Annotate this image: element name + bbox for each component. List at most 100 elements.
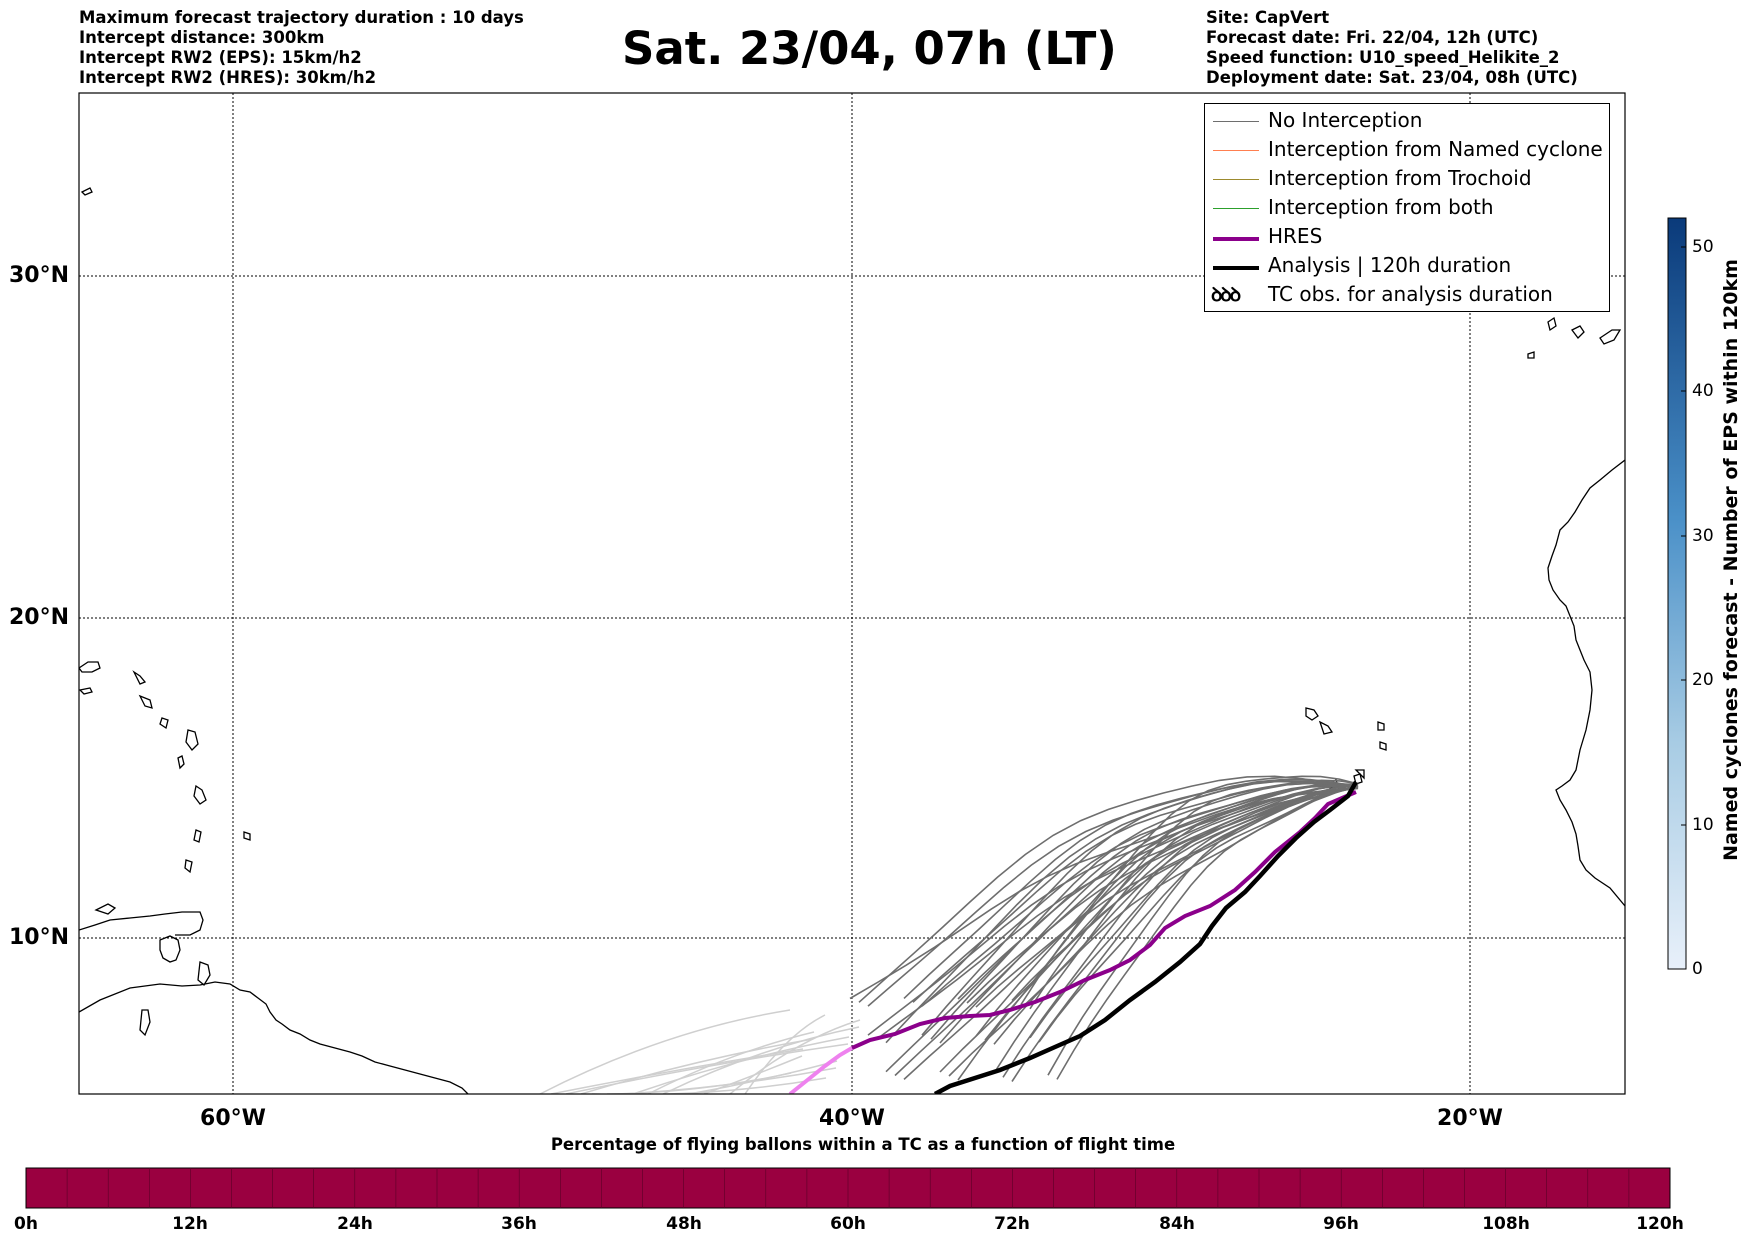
faded-trajectory-line [688,1060,838,1094]
legend-swatch [1213,207,1259,209]
coastline-africa [1547,459,1625,907]
legend-item-trochoid: Interception from Trochoid [1205,164,1609,193]
legend-item-tc-obs: ꝺꝺꝺ TC obs. for analysis duration [1205,280,1609,309]
eps-trajectory-line [858,775,1359,1003]
cb-tick-label: 50 [1692,237,1714,257]
hcb-tick-label: 120h [1636,1214,1684,1234]
flight-time-colorbar-ticks [66,1168,1630,1208]
hcb-tick-label: 96h [1323,1214,1359,1234]
legend-label: No Interception [1268,108,1423,132]
header-right-line: Forecast date: Fri. 22/04, 12h (UTC) [1206,28,1539,47]
header-left-line: Intercept distance: 300km [79,28,325,47]
eps-trajectory-line [930,782,1359,1040]
hcb-tick-label: 12h [172,1214,208,1234]
header-right-line: Deployment date: Sat. 23/04, 08h (UTC) [1206,68,1578,87]
cb-tick-label: 20 [1692,670,1714,690]
coastline-canary-5 [1527,351,1535,359]
coastline-cape-verde-1 [1305,707,1319,721]
coastline-island-2 [139,1009,151,1037]
lon-label-60w: 60°W [200,1106,266,1131]
legend-swatch [1213,265,1259,270]
coastline-canary-1 [1571,325,1585,339]
coastline-lesser-antilles-4 [177,755,185,770]
eps-trajectory-line [939,784,1359,1044]
flight-time-colorbar-title: Percentage of flying ballons within a TC… [550,1135,1176,1154]
header-left-line: Intercept RW2 (HRES): 30km/h2 [79,68,377,87]
coastline-lesser-antilles-2 [193,784,207,805]
eps-trajectory-line [876,787,1359,1040]
coastline-island-barbados [243,831,251,841]
legend-swatch [1213,149,1259,151]
coastline-venezuela-north [79,911,204,936]
eps-trajectory-line [1011,783,1359,1082]
coastline-island-3 [197,961,211,986]
coastlines [79,187,1642,1094]
lat-label-30n: 30°N [9,263,70,288]
cyclone-colorbar [1667,217,1687,970]
lon-label-20w: 20°W [1437,1106,1503,1131]
legend-item-both: Interception from both [1205,193,1609,222]
tc-symbol-icon: ꝺꝺꝺ [1211,284,1241,306]
header-right-line: Site: CapVert [1206,8,1330,27]
lat-label-20n: 20°N [9,605,70,630]
eps-trajectories [849,775,1359,1082]
cb-tick-label: 10 [1692,815,1714,835]
legend-label: Interception from Trochoid [1268,166,1532,190]
eps-trajectory-line [975,784,1359,1008]
header-left-line: Intercept RW2 (EPS): 15km/h2 [79,48,362,67]
hres-trajectory [851,790,1357,1050]
eps-trajectory-line [921,778,1359,1036]
map-legend: No Interception Interception from Named … [1204,103,1610,312]
eps-trajectory-line [1047,782,1359,1076]
coastline-cape-verde-2 [1377,721,1385,731]
lat-label-10n: 10°N [9,925,70,950]
faded-trajectory-line [592,1077,827,1094]
coastline-south-america [79,981,469,1094]
eps-trajectory-line [894,786,1359,1077]
coastline-canary-3 [1632,346,1642,356]
eps-trajectory-line [939,785,1359,1073]
eps-trajectory-line [1029,779,1359,1010]
header-right-info: Site: CapVert Forecast date: Fri. 22/04,… [1206,8,1578,88]
cyclone-colorbar-ticks [1681,246,1686,970]
coastline-trinidad [159,935,181,963]
eps-trajectory-line [993,783,1359,1045]
coastline-island-pr5 [159,717,169,730]
hcb-tick-label: 108h [1482,1214,1530,1234]
legend-label: Analysis | 120h duration [1268,253,1512,277]
legend-item-named-cyclone: Interception from Named cyclone [1205,135,1609,164]
eps-trajectory-line [984,784,1359,1041]
hcb-tick-label: 84h [1159,1214,1195,1234]
hcb-tick-label: 36h [501,1214,537,1234]
coastline-lesser-antilles-3 [193,829,202,843]
eps-trajectory-line [885,780,1359,1044]
coastline-island-pr3 [132,670,147,685]
coastline-lesser-antilles-1 [185,729,199,751]
hcb-tick-label: 72h [994,1214,1030,1234]
coastline-cape-verde-4 [1353,773,1363,785]
map-frame [78,92,1626,1095]
eps-trajectory-line [867,787,1359,1036]
header-left-info: Maximum forecast trajectory duration : 1… [79,8,524,88]
coastline-island-1 [94,903,117,915]
eps-trajectory-line [1056,782,1359,1080]
eps-trajectory-line [966,784,1359,1004]
faded-trajectory-line [662,1026,860,1094]
cb-tick-label: 40 [1692,381,1714,401]
legend-item-hres: HRES [1205,222,1609,251]
hcb-tick-label: 48h [666,1214,702,1234]
hcb-tick-label: 60h [830,1214,866,1234]
coastline-cape-verde-7 [1318,720,1334,735]
coastline-canary-4 [1547,316,1557,332]
legend-swatch [1213,178,1259,180]
coastline-island-pr2 [79,687,93,695]
faded-trajectory-line [606,1072,792,1094]
legend-swatch [1213,120,1259,122]
coastline-azores-top [80,187,93,196]
legend-label: HRES [1268,224,1323,248]
coastline-canary-2 [1599,329,1622,345]
legend-label: Interception from Named cyclone [1268,137,1603,161]
lon-label-40w: 40°W [819,1106,885,1131]
hcb-tick-label: 0h [14,1214,38,1234]
